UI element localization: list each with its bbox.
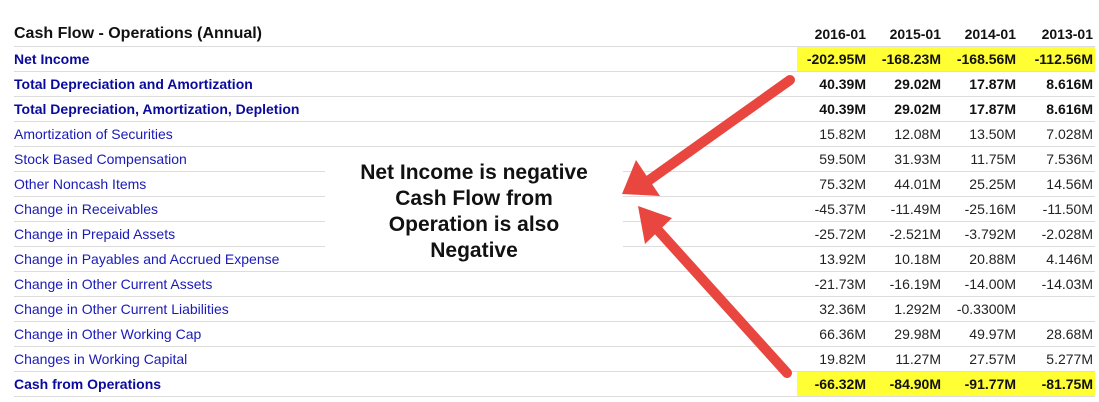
value-cell: -2.521M [868,221,943,247]
row-label-link[interactable]: Amortization of Securities [14,121,797,147]
table-row: Change in Other Working Cap 66.36M 29.98M 4… [14,321,1095,347]
value-cell: 19.82M [797,346,868,372]
value-cell: -3.792M [943,221,1018,247]
annotation-callout: Net Income is negative Cash Flow from Op… [325,158,623,266]
value-cell: 4.146M [1018,246,1095,272]
value-cell: -16.19M [868,271,943,297]
row-label-link[interactable]: Cash from Operations [14,371,797,397]
value-cell: 29.02M [868,96,943,122]
table-header-row: Cash Flow - Operations (Annual) 2016-01 … [14,22,1095,47]
value-cell: 25.25M [943,171,1018,197]
annotation-line: Cash Flow from [395,187,553,210]
value-cell: 28.68M [1018,321,1095,347]
value-cell: 66.36M [797,321,868,347]
value-cell: -11.50M [1018,196,1095,222]
value-cell: -202.95M [797,46,868,72]
value-cell: 13.92M [797,246,868,272]
table-row: Net Income -202.95M -168.23M -168.56M -112.5… [14,46,1095,72]
value-cell: 40.39M [797,71,868,97]
value-cell: 44.01M [868,171,943,197]
column-header: 2013-01 [1018,22,1095,47]
value-cell: -0.3300M [943,296,1018,322]
value-cell [1018,296,1095,322]
value-cell: -45.37M [797,196,868,222]
table-row: Cash from Operations -66.32M -84.90M -91.77… [14,371,1095,397]
value-cell: 29.98M [868,321,943,347]
row-label-link[interactable]: Total Depreciation, Amortization, Deplet… [14,96,797,122]
value-cell: -66.32M [797,371,868,397]
value-cell: 17.87M [943,96,1018,122]
value-cell: 11.75M [943,146,1018,172]
value-cell: 17.87M [943,71,1018,97]
table-row: Total Depreciation and Amortization 40.39… [14,71,1095,97]
value-cell: -168.56M [943,46,1018,72]
value-cell: -2.028M [1018,221,1095,247]
value-cell: 12.08M [868,121,943,147]
value-cell: -91.77M [943,371,1018,397]
table-row: Amortization of Securities 15.82M 12.08M 13… [14,121,1095,147]
table-row: Change in Other Current Liabilities 32.36… [14,296,1095,322]
value-cell: 13.50M [943,121,1018,147]
table-row: Change in Payables and Accrued Expense 13… [14,246,1095,272]
row-label-link[interactable]: Changes in Working Capital [14,346,797,372]
row-label-link[interactable]: Total Depreciation and Amortization [14,71,797,97]
value-cell: 14.56M [1018,171,1095,197]
value-cell: 8.616M [1018,96,1095,122]
value-cell: 1.292M [868,296,943,322]
value-cell: 27.57M [943,346,1018,372]
value-cell: 11.27M [868,346,943,372]
value-cell: -25.72M [797,221,868,247]
value-cell: 40.39M [797,96,868,122]
value-cell: 20.88M [943,246,1018,272]
value-cell: -14.00M [943,271,1018,297]
value-cell: -21.73M [797,271,868,297]
value-cell: 5.277M [1018,346,1095,372]
row-label-link[interactable]: Change in Other Working Cap [14,321,797,347]
value-cell: -81.75M [1018,371,1095,397]
value-cell: 10.18M [868,246,943,272]
annotation-line: Negative [430,239,518,262]
table-title: Cash Flow - Operations (Annual) [14,22,797,47]
table-row: Total Depreciation, Amortization, Deplet… [14,96,1095,122]
value-cell: -14.03M [1018,271,1095,297]
table-row: Changes in Working Capital 19.82M 11.27M 27… [14,346,1095,372]
column-header: 2014-01 [943,22,1018,47]
value-cell: 7.028M [1018,121,1095,147]
row-label-link[interactable]: Change in Other Current Liabilities [14,296,797,322]
value-cell: 29.02M [868,71,943,97]
table-row: Change in Other Current Assets -21.73M -16… [14,271,1095,297]
column-header: 2016-01 [797,22,868,47]
value-cell: -112.56M [1018,46,1095,72]
value-cell: -25.16M [943,196,1018,222]
value-cell: -168.23M [868,46,943,72]
value-cell: 15.82M [797,121,868,147]
value-cell: -84.90M [868,371,943,397]
annotation-line: Net Income is negative [360,161,588,184]
value-cell: -11.49M [868,196,943,222]
value-cell: 7.536M [1018,146,1095,172]
value-cell: 49.97M [943,321,1018,347]
value-cell: 75.32M [797,171,868,197]
annotation-line: Operation is also [388,213,560,236]
row-label-link[interactable]: Change in Other Current Assets [14,271,797,297]
value-cell: 59.50M [797,146,868,172]
row-label-link[interactable]: Net Income [14,46,797,72]
value-cell: 32.36M [797,296,868,322]
value-cell: 31.93M [868,146,943,172]
value-cell: 8.616M [1018,71,1095,97]
column-header: 2015-01 [868,22,943,47]
